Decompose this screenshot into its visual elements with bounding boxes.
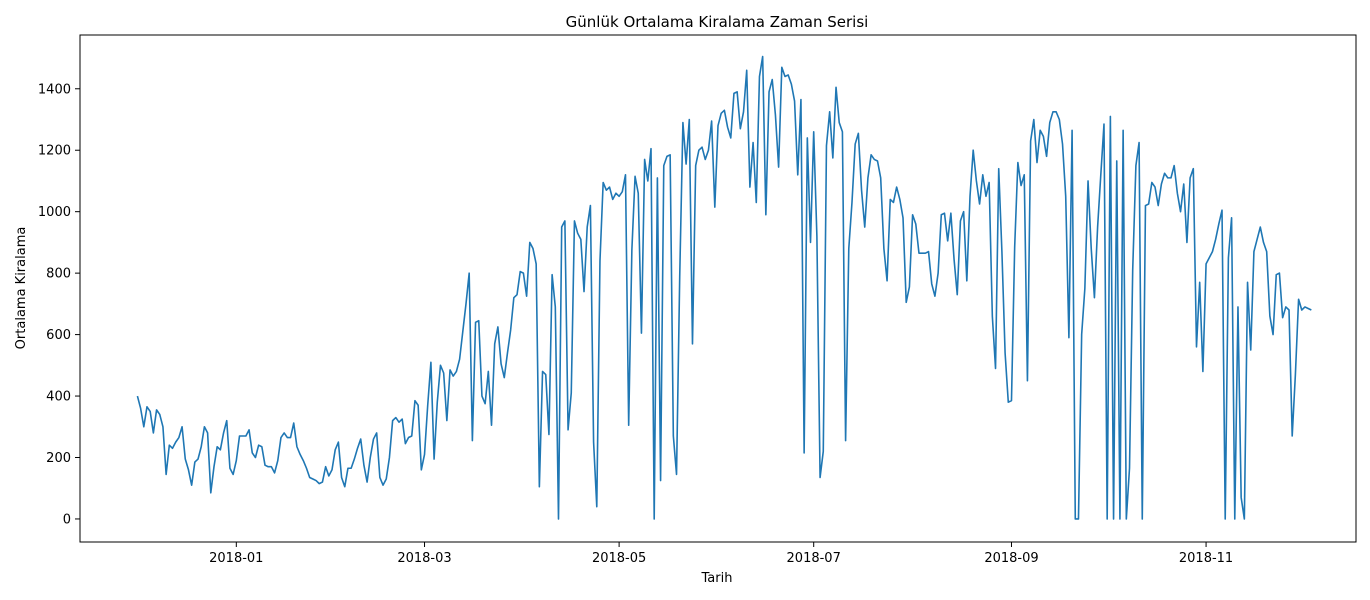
y-tick-label: 200 [46, 451, 71, 466]
y-tick-label: 0 [63, 512, 71, 527]
y-tick-label: 1400 [38, 82, 71, 97]
x-tick-label: 2018-07 [787, 551, 841, 566]
y-tick-label: 1200 [38, 144, 71, 159]
x-tick-label: 2018-01 [209, 551, 263, 566]
x-axis-label: Tarih [701, 571, 733, 586]
x-tick-label: 2018-09 [984, 551, 1038, 566]
x-tick-label: 2018-05 [592, 551, 646, 566]
y-tick-label: 800 [46, 267, 71, 282]
y-tick-label: 1000 [38, 205, 71, 220]
y-tick-label: 600 [46, 328, 71, 343]
x-tick-label: 2018-03 [397, 551, 451, 566]
plot-area [79, 34, 1357, 543]
plot-frame [79, 34, 1357, 543]
y-tick-label: 400 [46, 390, 71, 405]
chart-title: Günlük Ortalama Kiralama Zaman Serisi [566, 13, 869, 31]
x-tick-label: 2018-11 [1179, 551, 1233, 566]
y-axis-label: Ortalama Kiralama [14, 227, 29, 350]
x-axis: 2018-01 2018-03 2018-05 2018-07 2018-09 2018-… [209, 542, 1233, 566]
series-line-0 [136, 55, 1312, 520]
y-axis: 0 200 400 600 800 1000 1200 1400 [38, 82, 80, 527]
